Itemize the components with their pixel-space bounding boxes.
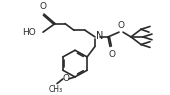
Text: O: O: [63, 74, 70, 83]
Text: HO: HO: [22, 28, 36, 37]
Text: N: N: [96, 31, 103, 41]
Text: O: O: [108, 50, 115, 59]
Text: O: O: [39, 2, 47, 11]
Text: O: O: [117, 21, 124, 30]
Text: CH₃: CH₃: [49, 85, 63, 94]
